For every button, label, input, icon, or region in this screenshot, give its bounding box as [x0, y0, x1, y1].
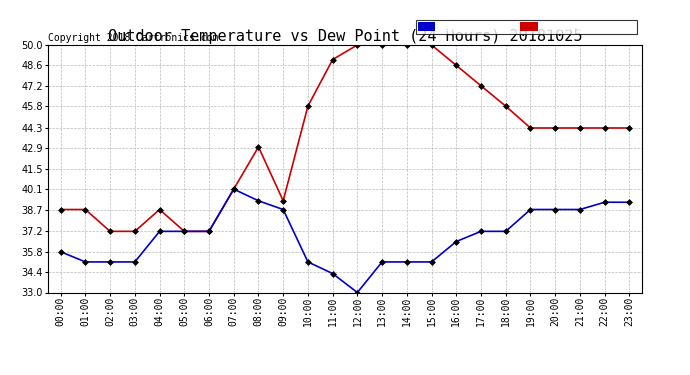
- Legend: Dew Point (°F), Temperature (°F): Dew Point (°F), Temperature (°F): [416, 20, 637, 34]
- Text: Copyright 2018 Cartronics.com: Copyright 2018 Cartronics.com: [48, 33, 219, 42]
- Title: Outdoor Temperature vs Dew Point (24 Hours) 20181025: Outdoor Temperature vs Dew Point (24 Hou…: [108, 29, 582, 44]
